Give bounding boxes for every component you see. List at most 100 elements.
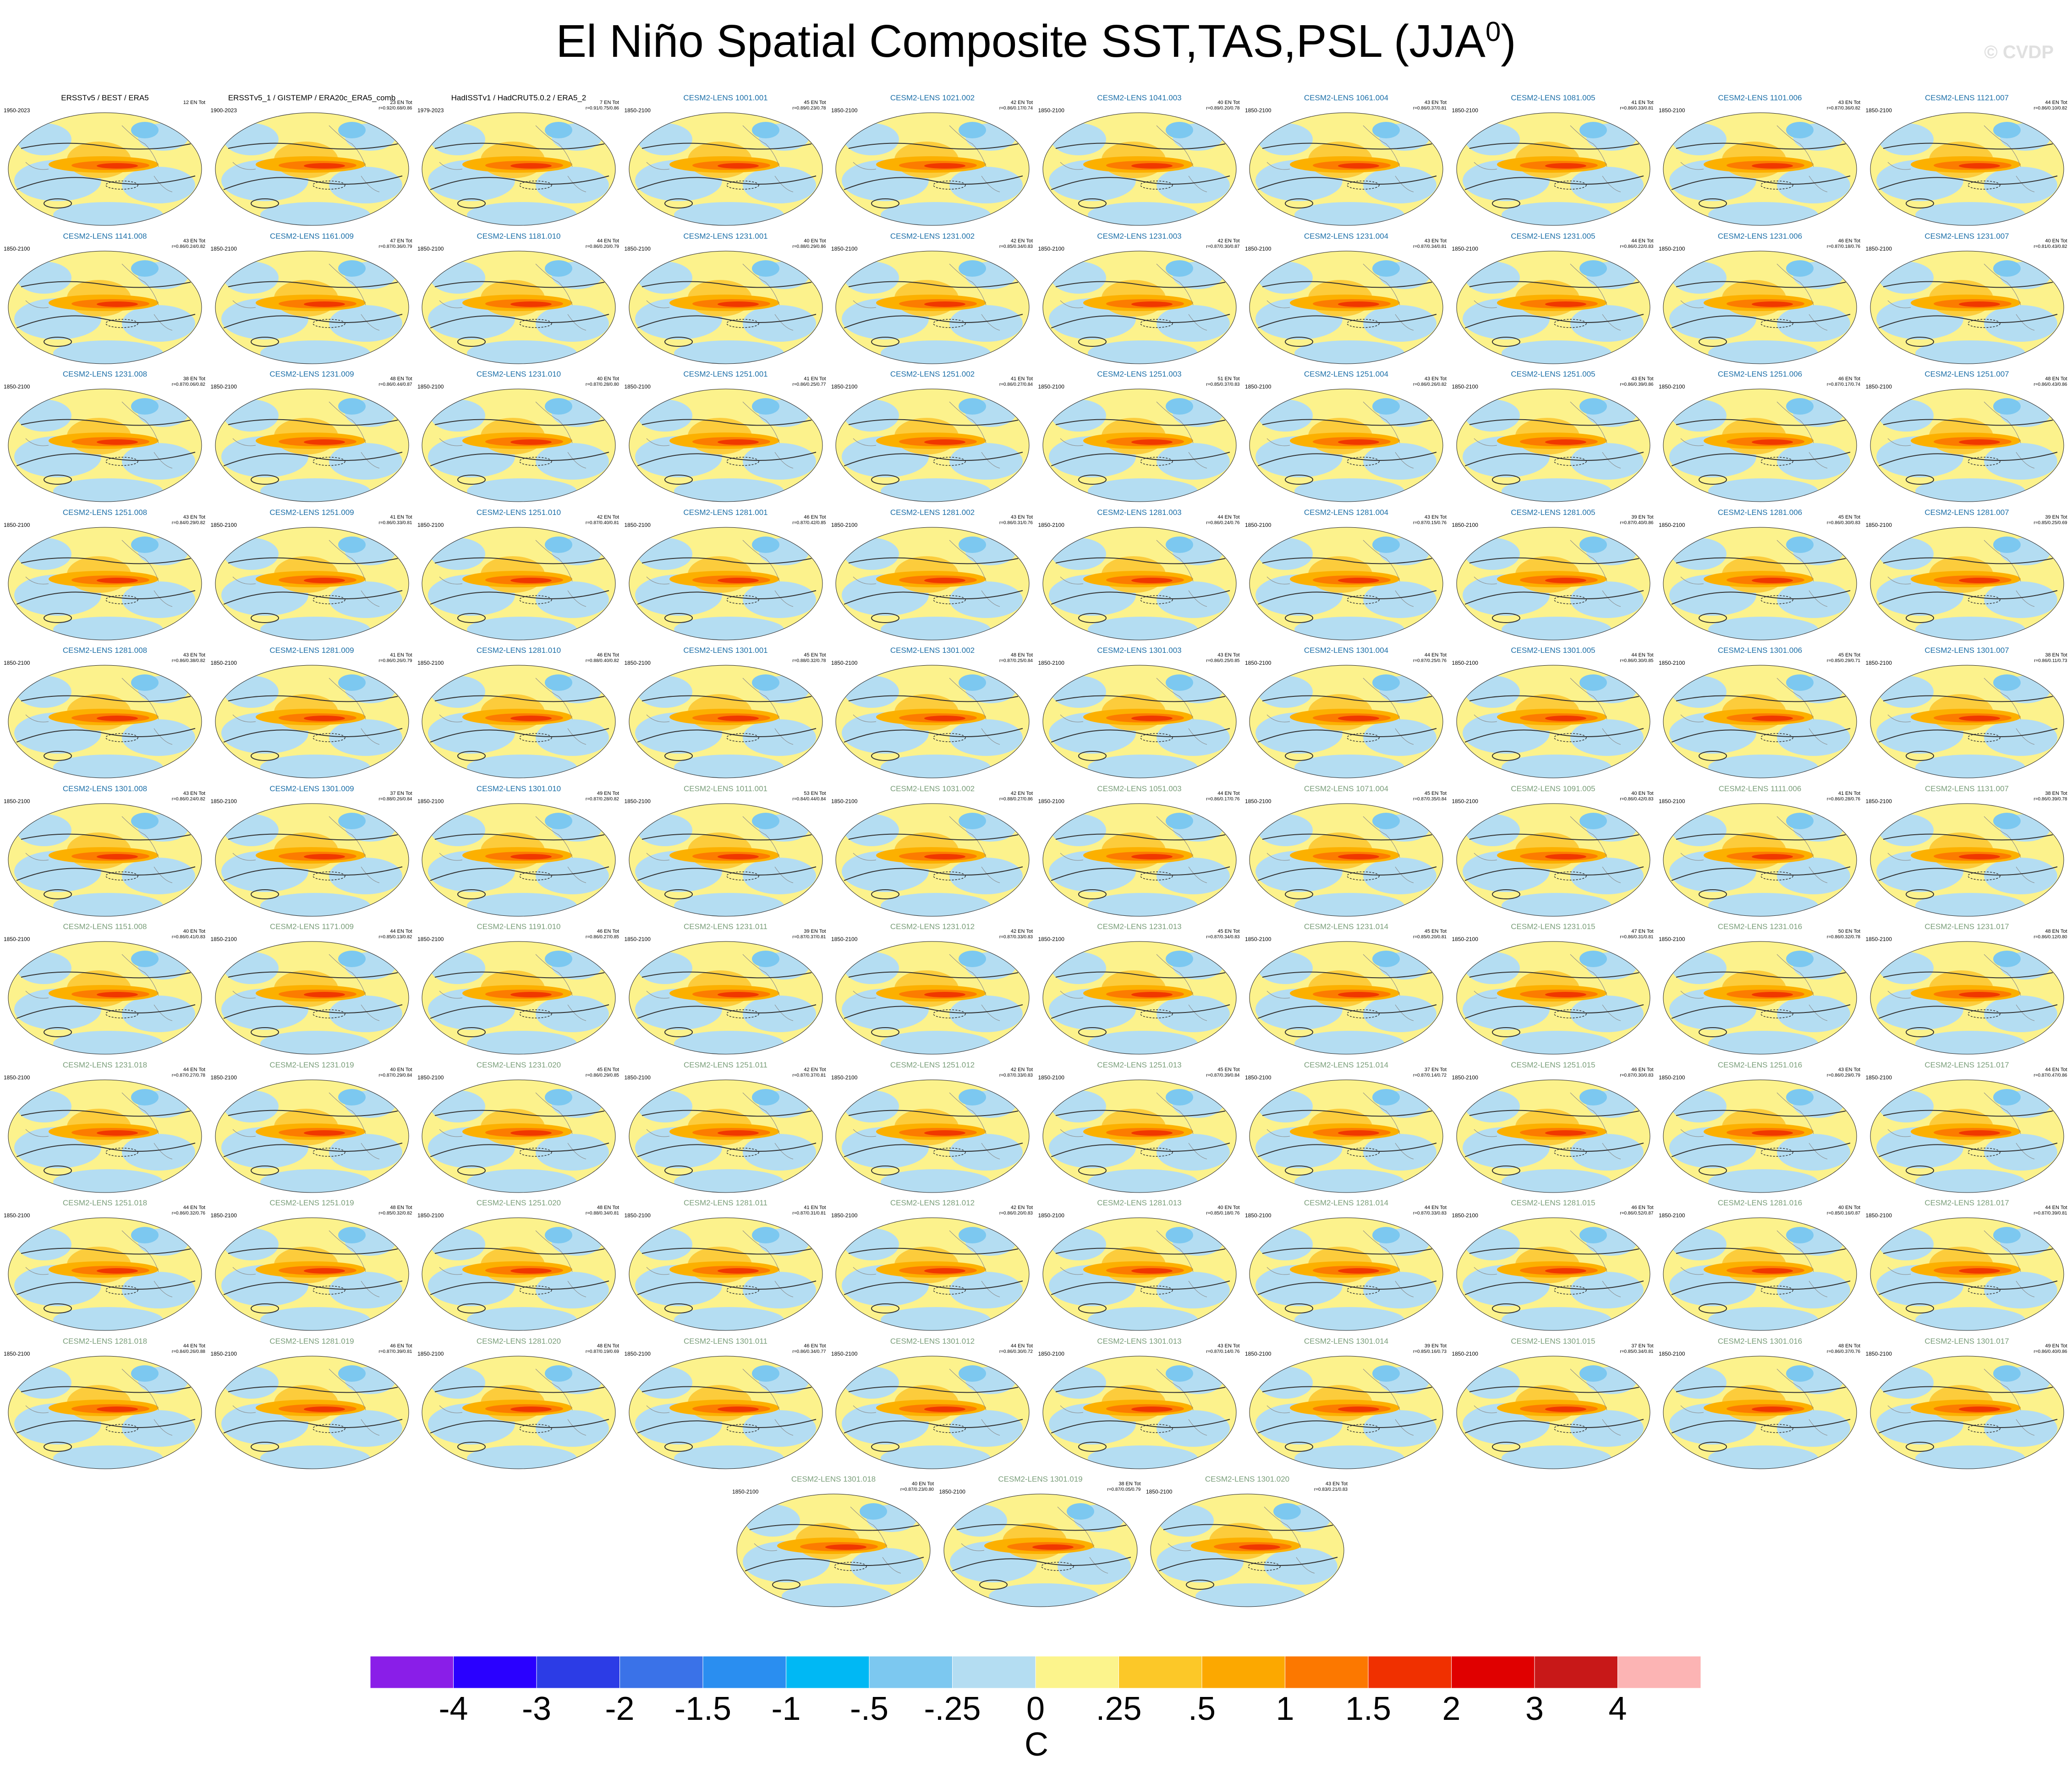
map-panel: CESM2-LENS 1281.015 1850-2100 46 EN Tot r=0…: [1451, 1197, 1655, 1334]
panel-event-count: 38 EN Tot: [183, 376, 205, 382]
panel-event-count: 37 EN Tot: [1631, 1343, 1654, 1349]
map-panel: CESM2-LENS 1231.018 1850-2100 44 EN Tot r=0…: [3, 1059, 207, 1196]
map-panel: CESM2-LENS 1231.008 1850-2100 38 EN Tot r=0…: [3, 368, 207, 505]
panel-event-count: 42 EN Tot: [1010, 790, 1033, 796]
map-plot: [1663, 251, 1857, 364]
panel-title: CESM2-LENS 1281.013: [1097, 1198, 1182, 1207]
panel-title: ERSSTv5_1 / GISTEMP / ERA20c_ERA5_comb: [228, 93, 396, 102]
panel-pattern-correlation: r=0.86/0.24/0.76: [1206, 520, 1240, 525]
panel-event-count: 40 EN Tot: [804, 238, 826, 244]
colorbar-swatch: [1035, 1656, 1119, 1688]
panel-pattern-correlation: r=0.86/0.37/0.81: [1413, 106, 1447, 111]
map-plot: [1870, 1217, 2064, 1331]
panel-years: 1850-2100: [624, 1074, 651, 1081]
map-plot: [215, 527, 409, 640]
map-panel: CESM2-LENS 1231.007 1850-2100 40 EN Tot r=0…: [1865, 230, 2069, 367]
map-plot: [1456, 112, 1650, 226]
panel-years: 1850-2100: [624, 798, 651, 804]
map-plot: [215, 251, 409, 364]
panel-title: CESM2-LENS 1301.005: [1511, 646, 1595, 655]
panel-event-count: 44 EN Tot: [183, 1067, 205, 1073]
panel-title: CESM2-LENS 1231.012: [890, 922, 975, 931]
panel-event-count: 12 EN Tot: [183, 100, 205, 105]
map-panel: CESM2-LENS 1281.017 1850-2100 44 EN Tot r=0…: [1865, 1197, 2069, 1334]
panel-years: 1850-2100: [1659, 798, 1685, 804]
map-plot: [422, 527, 616, 640]
panel-years: 1850-2100: [417, 798, 444, 804]
panel-years: 1850-2100: [4, 245, 30, 252]
panel-title: CESM2-LENS 1251.017: [1924, 1060, 2009, 1069]
map-plot: [835, 527, 1030, 640]
panel-event-count: 43 EN Tot: [1217, 1343, 1240, 1349]
panel-years: 1850-2100: [1245, 521, 1272, 528]
panel-years: 1850-2100: [732, 1488, 759, 1495]
panel-years: 1850-2100: [1865, 936, 1892, 942]
panel-pattern-correlation: r=0.87/0.36/0.82: [1826, 106, 1860, 111]
map-plot: [1663, 1217, 1857, 1331]
panel-event-count: 44 EN Tot: [1631, 238, 1654, 244]
figure-title-superscript: 0: [1485, 16, 1501, 47]
panel-pattern-correlation: r=0.89/0.20/0.78: [1206, 106, 1240, 111]
panel-event-count: 43 EN Tot: [1838, 100, 1860, 105]
panel-event-count: 43 EN Tot: [1217, 652, 1240, 658]
colorbar-swatch: [370, 1656, 454, 1688]
panel-years: 1850-2100: [624, 521, 651, 528]
panel-years: 1850-2100: [624, 107, 651, 114]
panel-pattern-correlation: r=0.86/0.29/0.79: [1826, 1073, 1860, 1078]
map-plot: [629, 1217, 822, 1331]
panel-years: 1850-2100: [1452, 1350, 1478, 1357]
map-plot: [215, 389, 409, 502]
panel-years: 1850-2100: [1038, 1350, 1064, 1357]
map-plot: [835, 251, 1030, 364]
map-plot: [1456, 1079, 1650, 1193]
map-panel: CESM2-LENS 1281.005 1850-2100 39 EN Tot r=0…: [1451, 506, 1655, 644]
cvdp-watermark: © CVDP: [1984, 42, 2054, 62]
map-plot: [629, 665, 822, 778]
map-panel: CESM2-LENS 1041.003 1850-2100 40 EN Tot r=0…: [1037, 92, 1242, 229]
map-plot: [422, 1356, 616, 1469]
panel-years: 1850-2100: [417, 245, 444, 252]
panel-title: CESM2-LENS 1251.013: [1097, 1060, 1182, 1069]
colorbar-swatch: [1451, 1656, 1535, 1688]
panel-pattern-correlation: r=0.86/0.20/0.79: [585, 244, 619, 249]
panel-pattern-correlation: r=0.86/0.30/0.83: [1826, 520, 1860, 525]
map-panel: CESM2-LENS 1301.006 1850-2100 45 EN Tot r=0…: [1658, 644, 1862, 782]
panel-event-count: 44 EN Tot: [183, 1343, 205, 1349]
panel-years: 1850-2100: [1452, 521, 1478, 528]
map-panel: CESM2-LENS 1251.020 1850-2100 48 EN Tot r=0…: [417, 1197, 621, 1334]
map-plot: [629, 1356, 822, 1469]
panel-event-count: 44 EN Tot: [183, 1205, 205, 1210]
panel-title: CESM2-LENS 1251.007: [1924, 370, 2009, 378]
panel-pattern-correlation: r=0.86/0.24/0.82: [171, 796, 205, 802]
panel-years: 1850-2100: [210, 245, 237, 252]
figure-title-close: ): [1501, 16, 1516, 67]
panel-pattern-correlation: r=0.85/0.18/0.76: [1206, 1211, 1240, 1216]
panel-years: 1850-2100: [1865, 798, 1892, 804]
colorbar-tick-label: 2: [1442, 1691, 1461, 1727]
panel-event-count: 48 EN Tot: [2045, 929, 2067, 934]
panel-pattern-correlation: r=0.87/0.27/0.78: [171, 1073, 205, 1078]
map-panel: CESM2-LENS 1251.003 1850-2100 51 EN Tot r=0…: [1037, 368, 1242, 505]
map-plot: [1042, 1217, 1236, 1331]
panel-pattern-correlation: r=0.86/0.33/0.81: [1620, 106, 1654, 111]
panel-title: CESM2-LENS 1251.019: [269, 1198, 354, 1207]
panel-event-count: 48 EN Tot: [597, 1343, 619, 1349]
map-plot: [1042, 112, 1236, 226]
panel-event-count: 37 EN Tot: [1424, 1067, 1447, 1073]
panel-event-count: 44 EN Tot: [390, 929, 412, 934]
panel-title: CESM2-LENS 1301.016: [1717, 1336, 1803, 1346]
panel-event-count: 53 EN Tot: [804, 790, 826, 796]
panel-event-count: 47 EN Tot: [1631, 929, 1654, 934]
panel-event-count: 40 EN Tot: [1217, 100, 1240, 105]
panel-title: CESM2-LENS 1301.007: [1924, 646, 2009, 655]
map-panel: CESM2-LENS 1251.007 1850-2100 48 EN Tot r=0…: [1865, 368, 2069, 505]
panel-title: CESM2-LENS 1281.011: [683, 1198, 767, 1207]
panel-years: 1850-2100: [1038, 936, 1064, 942]
map-panel: CESM2-LENS 1051.003 1850-2100 44 EN Tot r=0…: [1037, 783, 1242, 920]
map-panel: CESM2-LENS 1121.007 1850-2100 44 EN Tot r=0…: [1865, 92, 2069, 229]
panel-event-count: 44 EN Tot: [1217, 790, 1240, 796]
panel-title: CESM2-LENS 1281.005: [1511, 508, 1595, 517]
map-panel: CESM2-LENS 1281.001 1850-2100 46 EN Tot r=0…: [624, 506, 828, 644]
panel-pattern-correlation: r=0.87/0.14/0.72: [1413, 1073, 1447, 1078]
map-plot: [8, 941, 202, 1055]
